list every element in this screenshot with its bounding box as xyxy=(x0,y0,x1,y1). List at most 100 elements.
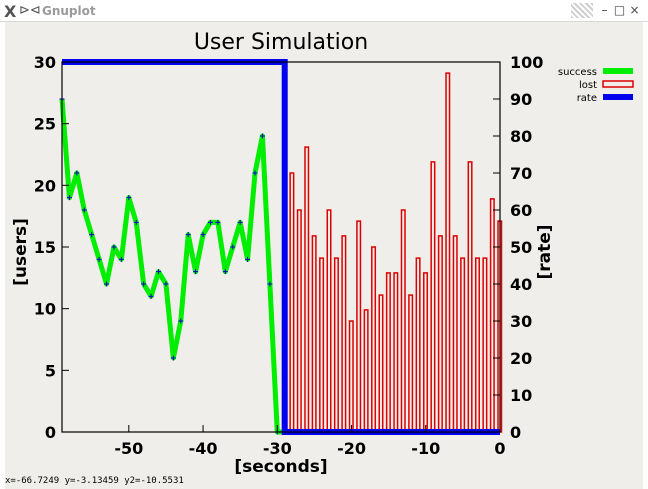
success-point xyxy=(163,281,169,287)
y2-tick-label: 40 xyxy=(510,275,532,294)
success-point xyxy=(156,269,162,275)
x-tick-label: -10 xyxy=(411,439,440,458)
legend-label-success: success xyxy=(558,67,597,78)
lost-bar xyxy=(423,272,429,433)
success-point xyxy=(215,219,221,225)
plot-canvas[interactable]: User Simulation 0 5 10 15 20 25 30 0 10 20 30 40 50 60… xyxy=(5,22,643,477)
y2-axis-label: [rate] xyxy=(535,224,555,279)
window-border-right xyxy=(643,22,648,489)
lost-bar xyxy=(452,235,458,433)
success-line xyxy=(59,98,285,435)
status-bar: x=-66.7249 y=-3.13459 y2=-10.5531 xyxy=(5,476,643,489)
x-axis-label: [seconds] xyxy=(234,457,327,477)
lost-bar xyxy=(408,294,414,433)
chart[interactable]: User Simulation 0 5 10 15 20 25 30 0 10 20 30 40 50 60… xyxy=(5,22,643,477)
lost-bar xyxy=(304,146,310,433)
lost-bar xyxy=(482,257,488,433)
success-point xyxy=(81,207,87,213)
success-point xyxy=(170,355,176,361)
success-point xyxy=(259,133,265,139)
lost-bar xyxy=(371,246,377,433)
lost-bar xyxy=(437,235,443,433)
lost-bar xyxy=(460,257,466,433)
success-point xyxy=(185,232,191,238)
success-point xyxy=(207,219,213,225)
success-point xyxy=(74,170,80,176)
y2-tick-label: 60 xyxy=(510,201,532,220)
success-point xyxy=(178,318,184,324)
lost-bar xyxy=(430,161,436,433)
lost-bar xyxy=(363,309,369,433)
y-tick-label: 5 xyxy=(45,361,56,380)
x-tick-label: -20 xyxy=(337,439,366,458)
success-point xyxy=(252,170,258,176)
minimize-button[interactable]: – xyxy=(601,3,608,17)
lost-bar xyxy=(474,257,480,433)
y2-tick-label: 70 xyxy=(510,164,532,183)
lost-bar xyxy=(348,320,354,433)
y2-tick-label: 20 xyxy=(510,349,532,368)
lost-bar xyxy=(296,209,302,433)
lost-bar xyxy=(341,235,347,433)
window-titlebar[interactable]: X ⊳⊲ Gnuplot – □ × xyxy=(0,0,648,22)
y-tick-label: 25 xyxy=(34,115,56,134)
lost-bar xyxy=(333,257,339,433)
legend-swatch-success xyxy=(603,68,633,74)
lost-bar xyxy=(319,257,325,433)
pin-icon[interactable]: ⊳⊲ xyxy=(19,3,41,18)
legend-swatch-lost xyxy=(602,80,634,88)
legend-label-lost: lost xyxy=(579,80,597,91)
x-tick-label: -30 xyxy=(263,439,292,458)
success-point xyxy=(245,256,251,262)
y-axis-label: [users] xyxy=(11,218,31,286)
x-logo-icon[interactable]: X xyxy=(4,2,17,21)
y-tick-label: 10 xyxy=(34,300,56,319)
y-tick-label: 15 xyxy=(34,238,56,257)
lost-bar xyxy=(415,257,421,433)
lost-bar xyxy=(378,294,384,433)
success-point xyxy=(66,195,72,201)
y-tick-label: 0 xyxy=(45,423,56,442)
chart-title: User Simulation xyxy=(194,30,368,55)
y2-tick-label: 100 xyxy=(510,53,543,72)
lost-bar xyxy=(326,209,332,433)
y2-tick-label: 30 xyxy=(510,312,532,331)
success-point xyxy=(200,232,206,238)
success-point xyxy=(89,232,95,238)
window-border-left xyxy=(0,22,5,489)
y2-tick-label: 80 xyxy=(510,127,532,146)
success-point xyxy=(133,219,139,225)
lost-bar xyxy=(311,235,317,433)
y2-tick-label: 90 xyxy=(510,90,532,109)
y2-tick-label: 10 xyxy=(510,386,532,405)
success-point xyxy=(96,256,102,262)
success-point xyxy=(141,281,147,287)
lost-bar xyxy=(489,198,495,433)
success-point xyxy=(193,269,199,275)
legend-swatch-rate xyxy=(603,94,633,100)
success-point xyxy=(126,195,132,201)
success-point xyxy=(222,269,228,275)
success-point xyxy=(267,281,273,287)
lost-bar xyxy=(356,220,362,433)
success-point xyxy=(148,293,154,299)
success-point xyxy=(118,256,124,262)
cursor-coordinates: x=-66.7249 y=-3.13459 y2=-10.5531 xyxy=(5,476,184,486)
window-title: Gnuplot xyxy=(42,4,96,18)
lost-bar xyxy=(393,272,399,433)
x-tick-label: -50 xyxy=(114,439,143,458)
success-point xyxy=(237,219,243,225)
close-button[interactable]: × xyxy=(629,3,640,17)
lost-bar xyxy=(400,209,406,433)
lost-bar xyxy=(289,172,295,433)
success-point xyxy=(230,244,236,250)
lost-bar xyxy=(385,272,391,433)
titlebar-grip[interactable] xyxy=(571,3,593,18)
maximize-button[interactable]: □ xyxy=(613,3,626,17)
success-point xyxy=(111,244,117,250)
y2-tick-label: 50 xyxy=(510,238,532,257)
success-point xyxy=(104,281,110,287)
y2-tick-label: 0 xyxy=(510,423,521,442)
y-tick-label: 30 xyxy=(34,53,56,72)
x-tick-label: 0 xyxy=(494,439,505,458)
